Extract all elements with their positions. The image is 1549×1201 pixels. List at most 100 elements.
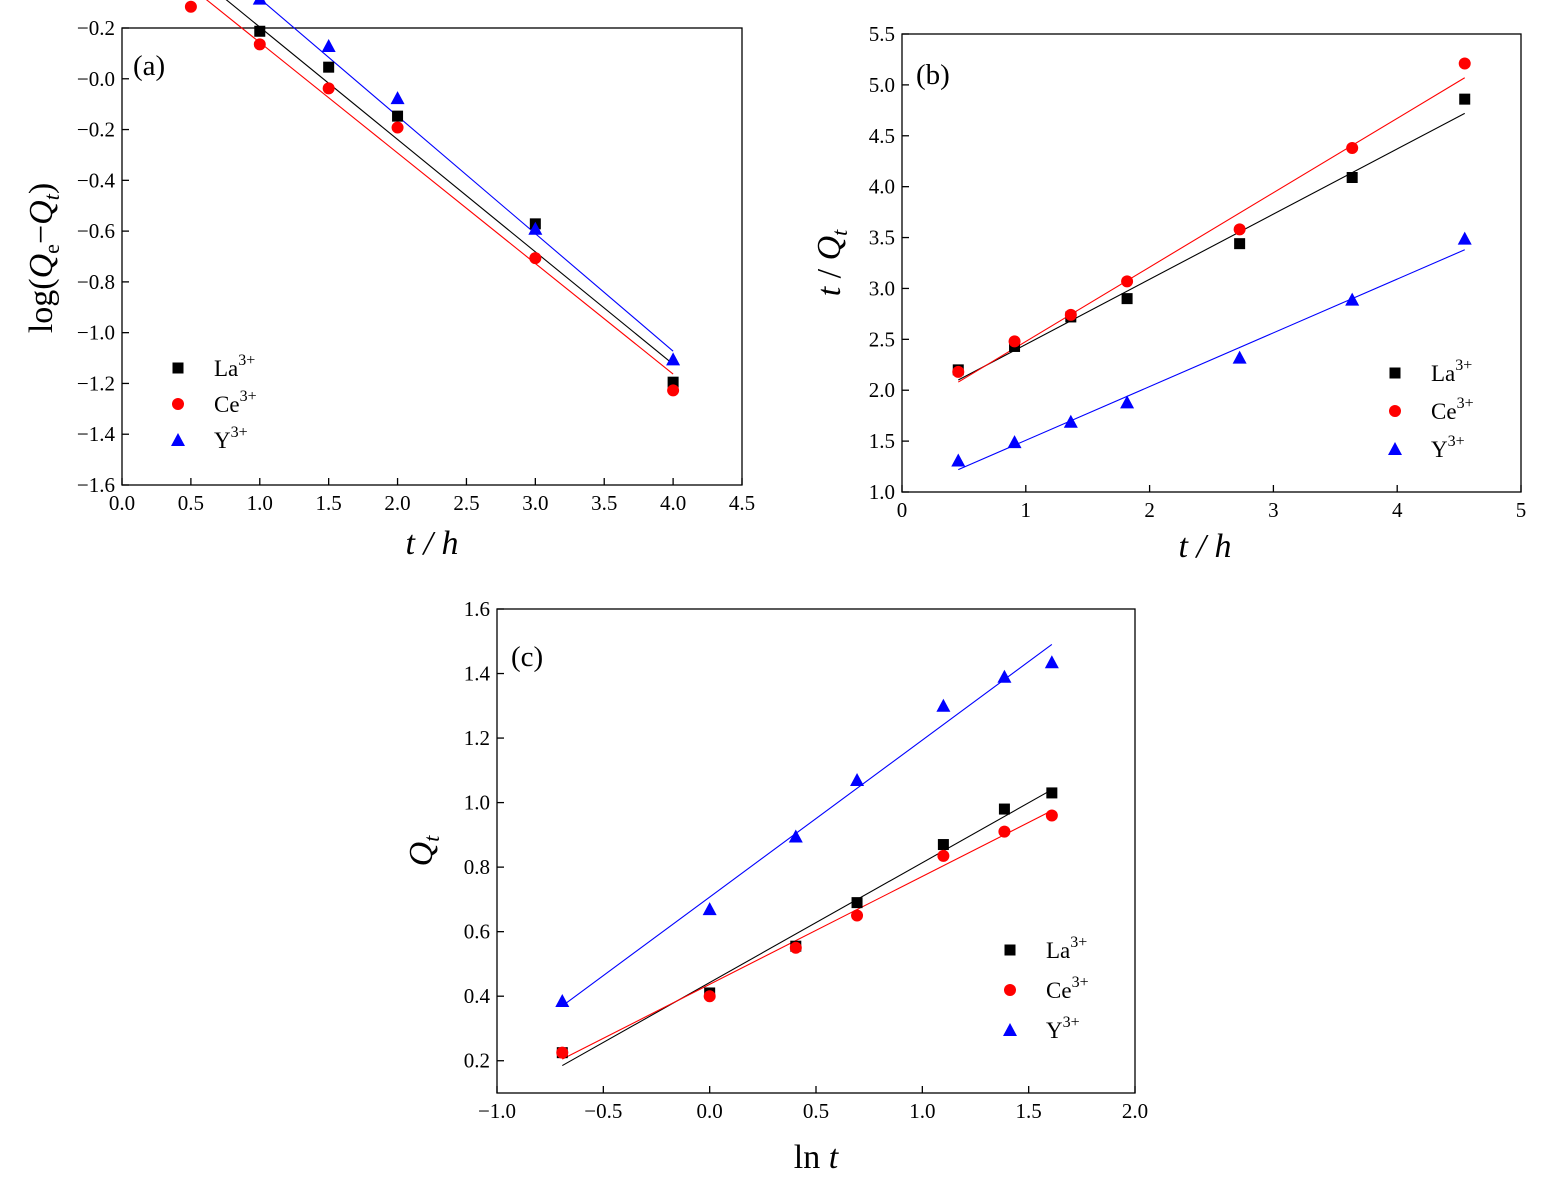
- panel-label-a: (a): [133, 50, 165, 82]
- data-point-ce: [667, 384, 680, 397]
- data-point-y: [997, 669, 1012, 683]
- data-point-la: [254, 25, 266, 37]
- data-point-y: [1457, 231, 1472, 245]
- data-point-ce: [1346, 141, 1359, 154]
- fit-line-la: [562, 789, 1053, 1067]
- data-point-y: [1007, 435, 1022, 449]
- x-axis-title-c: ln t: [794, 1139, 840, 1176]
- fit-line-ce: [957, 77, 1466, 383]
- legend-marker-y: [1003, 1023, 1017, 1036]
- y-tick-label: 2.5: [869, 327, 895, 351]
- data-point-ce: [253, 38, 266, 51]
- data-point-ce: [1045, 809, 1058, 822]
- x-tick-label: 1.0: [909, 1099, 935, 1123]
- legend-marker-y: [171, 433, 185, 446]
- y-tick-label: −0.8: [77, 270, 115, 294]
- plot-frame-c: [496, 608, 1136, 1094]
- y-tick-label: 1.2: [464, 726, 490, 750]
- legend-label-y: Y3+: [1431, 433, 1465, 462]
- data-point-ce: [851, 909, 864, 922]
- data-point-y: [555, 994, 570, 1008]
- y-axis-title-c: Qt: [403, 835, 444, 867]
- x-tick-label: 0.0: [109, 491, 135, 515]
- data-point-ce: [556, 1046, 569, 1059]
- fit-line-ce: [205, 0, 674, 375]
- data-point-ce: [184, 0, 197, 13]
- panel-label-b: (b): [916, 59, 950, 91]
- data-point-ce: [937, 849, 950, 862]
- data-point-y: [1120, 395, 1135, 409]
- y-tick-label: 4.5: [869, 124, 895, 148]
- data-point-y: [702, 902, 717, 916]
- y-tick-label: 1.0: [869, 480, 895, 504]
- legend-label-ce: Ce3+: [214, 388, 257, 417]
- x-tick-label: 3.0: [522, 491, 548, 515]
- data-point-y: [252, 0, 267, 5]
- data-point-la: [937, 839, 949, 851]
- y-tick-label: −0.6: [77, 219, 115, 243]
- x-tick-label: 5: [1516, 498, 1527, 522]
- legend-marker-la: [1004, 944, 1016, 956]
- y-tick-label: −1.6: [77, 473, 115, 497]
- legend-marker-ce: [172, 398, 184, 410]
- panel-a: 0.0 0.5 1.0 1.5 2.0 2.5 3.0 3.5 4.0 4.5 −0.2 −0.0 −0…: [23, 0, 755, 562]
- x-tick-label: 3: [1268, 498, 1279, 522]
- legend-label-la: La3+: [1431, 357, 1472, 386]
- data-point-ce: [789, 941, 802, 954]
- data-point-ce: [391, 121, 404, 134]
- data-point-y: [1063, 414, 1078, 428]
- x-tick-label: 1: [1021, 498, 1032, 522]
- data-point-la: [323, 61, 335, 73]
- fit-line-y: [260, 0, 674, 352]
- x-tick-label: 0: [897, 498, 908, 522]
- y-axis-title-b: t / Qt: [811, 229, 852, 296]
- panel-label-c: (c): [511, 641, 543, 673]
- x-tick-label: 4.5: [729, 491, 755, 515]
- data-point-ce: [1064, 308, 1077, 321]
- y-tick-label: 1.5: [869, 429, 895, 453]
- fit-line-y: [958, 249, 1465, 471]
- y-tick-label: −0.4: [77, 168, 116, 192]
- legend-label-la: La3+: [214, 352, 255, 381]
- x-tick-label: 0.5: [178, 491, 204, 515]
- x-tick-label: 4.0: [660, 491, 686, 515]
- data-point-y: [528, 221, 543, 235]
- x-tick-label: 2.0: [1122, 1099, 1148, 1123]
- data-point-y: [936, 698, 951, 712]
- y-tick-label: 0.6: [464, 920, 490, 944]
- data-point-y: [850, 773, 865, 787]
- legend-marker-ce: [1389, 405, 1401, 417]
- y-tick-label: 1.0: [464, 791, 490, 815]
- data-point-y: [390, 91, 405, 105]
- data-point-y: [951, 453, 966, 467]
- x-tick-label: 1.5: [1016, 1099, 1042, 1123]
- data-point-ce: [1008, 335, 1021, 348]
- data-point-la: [1346, 172, 1358, 184]
- y-tick-label: 0.2: [464, 1049, 490, 1073]
- x-tick-label: 1.5: [316, 491, 342, 515]
- x-tick-label: 0.5: [803, 1099, 829, 1123]
- data-point-la: [1459, 93, 1471, 105]
- legend-label-la: La3+: [1046, 934, 1087, 963]
- data-point-la: [998, 803, 1010, 815]
- data-point-ce: [1458, 57, 1471, 70]
- x-tick-label: −1.0: [478, 1099, 516, 1123]
- y-tick-label: 1.4: [464, 662, 491, 686]
- data-point-la: [392, 110, 404, 122]
- fit-line-la: [958, 112, 1465, 381]
- legend-label-ce: Ce3+: [1431, 395, 1474, 424]
- legend-marker-ce: [1004, 984, 1016, 996]
- legend-label-ce: Ce3+: [1046, 974, 1089, 1003]
- legend-label-y: Y3+: [1046, 1014, 1080, 1043]
- data-point-ce: [952, 365, 965, 378]
- y-tick-label: −0.0: [77, 67, 115, 91]
- data-point-ce: [322, 82, 335, 95]
- x-axis-title-a: t / h: [406, 525, 459, 562]
- y-tick-label: 5.0: [869, 73, 895, 97]
- data-point-y: [1345, 292, 1360, 306]
- y-tick-label: −0.2: [77, 118, 115, 142]
- data-point-ce: [1121, 275, 1134, 288]
- legend-marker-la: [172, 362, 184, 374]
- y-tick-label: 0.8: [464, 855, 490, 879]
- legend-marker-y: [1388, 442, 1402, 455]
